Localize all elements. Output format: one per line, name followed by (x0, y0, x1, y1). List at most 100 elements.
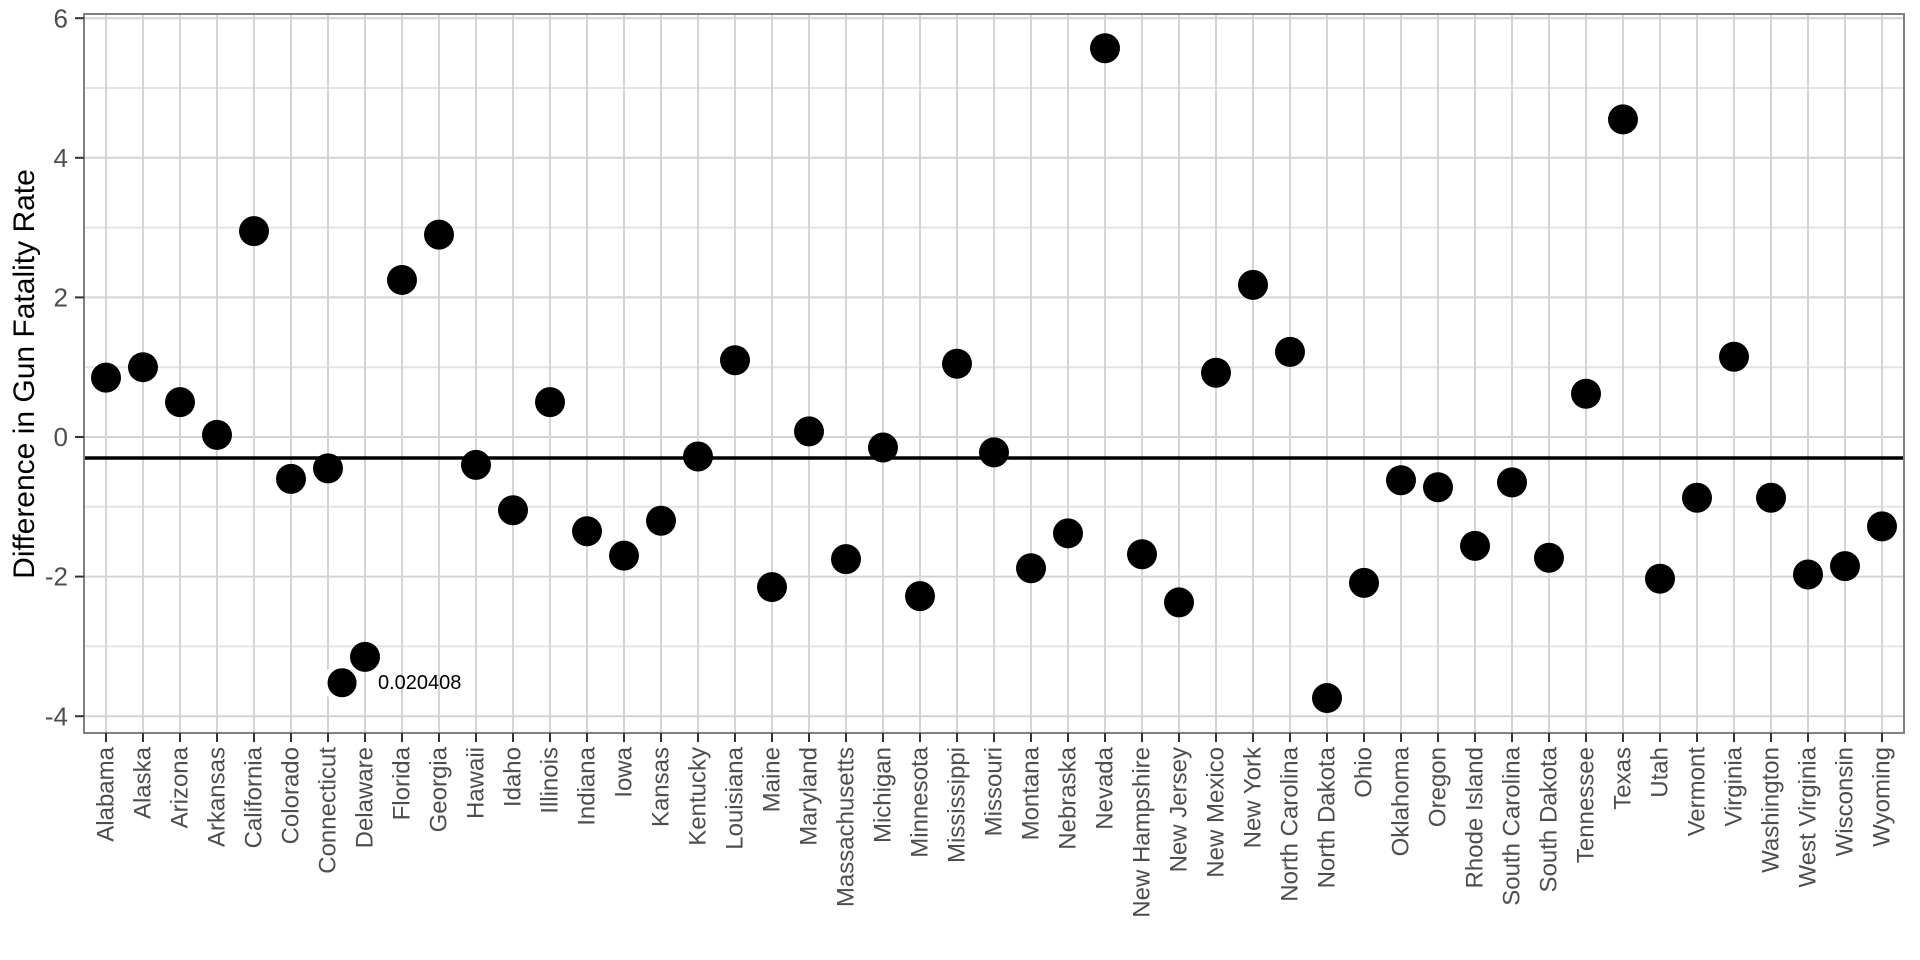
data-point-georgia (424, 219, 454, 250)
data-point-missouri (979, 437, 1009, 468)
y-tick-label: 2 (54, 283, 68, 313)
x-axis-label-iowa: Iowa (611, 746, 638, 797)
data-point-idaho (498, 495, 528, 526)
data-point-vermont (1682, 482, 1712, 513)
data-point-indiana (572, 516, 602, 547)
x-axis-label-alaska: Alaska (130, 746, 157, 819)
data-point-utah (1645, 563, 1675, 594)
x-axis-label-delaware: Delaware (352, 747, 379, 848)
data-point-iowa (609, 540, 639, 571)
data-point-north-dakota (1312, 683, 1342, 714)
x-axis-label-maryland: Maryland (796, 747, 823, 846)
x-axis-label-georgia: Georgia (426, 746, 453, 832)
y-tick-label: -2 (45, 562, 68, 592)
x-axis-label-utah: Utah (1647, 747, 1674, 798)
annotation-point (322, 663, 362, 703)
annotation-label: 0.020408 (378, 672, 461, 694)
data-point-nevada (1090, 33, 1120, 64)
x-axis-label-illinois: Illinois (537, 747, 564, 814)
x-axis-label-south-dakota: South Dakota (1536, 746, 1563, 892)
x-axis-label-idaho: Idaho (500, 747, 527, 807)
x-axis-label-colorado: Colorado (278, 747, 305, 844)
data-point-kansas (646, 505, 676, 536)
data-point-arkansas (202, 419, 232, 450)
x-axis-label-wyoming: Wyoming (1869, 747, 1896, 847)
data-point-south-dakota (1534, 542, 1564, 573)
x-axis-label-north-dakota: North Dakota (1314, 746, 1341, 888)
y-tick-label: 6 (54, 3, 68, 33)
x-axis-label-arizona: Arizona (167, 746, 194, 828)
data-points-layer (91, 33, 1897, 714)
data-point-new-york (1238, 269, 1268, 300)
x-axis-label-maine: Maine (759, 747, 786, 812)
x-axis-label-louisiana: Louisiana (722, 746, 749, 849)
data-point-oklahoma (1386, 465, 1416, 496)
x-axis-label-vermont: Vermont (1684, 747, 1711, 837)
x-axis-label-florida: Florida (389, 746, 416, 820)
y-tick-label: 4 (54, 143, 68, 173)
x-axis-label-hawaii: Hawaii (463, 747, 490, 819)
data-point-nebraska (1053, 518, 1083, 549)
x-axis-label-nevada: Nevada (1092, 746, 1119, 829)
data-point-colorado (276, 463, 306, 494)
data-point-new-hampshire (1127, 539, 1157, 570)
x-axis-label-texas: Texas (1610, 747, 1637, 810)
x-axis-label-montana: Montana (1018, 746, 1045, 840)
data-point-oregon (1423, 472, 1453, 503)
data-point-ohio (1349, 567, 1379, 598)
data-point-connecticut (313, 453, 343, 484)
x-axis-label-oklahoma: Oklahoma (1388, 746, 1415, 856)
data-point-maryland (794, 416, 824, 447)
data-point-michigan (868, 432, 898, 463)
data-point-washington (1756, 482, 1786, 513)
x-axis-label-kentucky: Kentucky (685, 747, 712, 846)
data-point-massachusetts (831, 544, 861, 575)
data-point-maine (757, 572, 787, 603)
data-point-florida (387, 264, 417, 295)
x-axis-label-oregon: Oregon (1425, 747, 1452, 827)
x-axis-label-arkansas: Arkansas (204, 747, 231, 847)
y-axis-title: Difference in Gun Fatality Rate (8, 169, 41, 579)
data-point-alabama (91, 362, 121, 393)
x-axis-label-north-carolina: North Carolina (1277, 746, 1304, 901)
x-axis-label-indiana: Indiana (574, 746, 601, 825)
data-point-wisconsin (1830, 551, 1860, 582)
data-point-virginia (1719, 341, 1749, 372)
x-axis-label-south-carolina: South Carolina (1499, 746, 1526, 905)
axes-layer: 6 4 2 0 -2 -4 Alabama Alaska Arizona Arkansas Cali… (45, 3, 1905, 918)
x-axis-label-virginia: Virginia (1721, 746, 1748, 826)
data-point-west-virginia (1793, 559, 1823, 590)
x-axis-label-west-virginia: West Virginia (1795, 746, 1822, 887)
x-axis-label-massachusetts: Massachusetts (833, 747, 860, 907)
x-axis-label-washington: Washington (1758, 747, 1785, 873)
data-point-new-jersey (1164, 587, 1194, 618)
annotation-layer (322, 663, 362, 703)
data-point-illinois (535, 387, 565, 418)
y-tick-label: -4 (45, 701, 68, 731)
data-point-wyoming (1867, 511, 1897, 542)
x-axis-label-tennessee: Tennessee (1573, 747, 1600, 863)
data-point-california (239, 216, 269, 247)
data-point-minnesota (905, 581, 935, 612)
data-point-new-mexico (1201, 357, 1231, 388)
x-axis-label-new-hampshire: New Hampshire (1129, 747, 1156, 918)
data-point-rhode-island (1460, 530, 1490, 561)
x-axis-label-connecticut: Connecticut (315, 747, 342, 874)
x-axis-label-new-york: New York (1240, 746, 1267, 848)
x-axis-label-wisconsin: Wisconsin (1832, 747, 1859, 856)
y-tick-label: 0 (54, 422, 68, 452)
x-axis-label-minnesota: Minnesota (907, 746, 934, 857)
data-point-arizona (165, 387, 195, 418)
data-point-texas (1608, 104, 1638, 135)
x-axis-label-kansas: Kansas (648, 747, 675, 827)
data-point-montana (1016, 553, 1046, 584)
x-axis-label-missouri: Missouri (981, 747, 1008, 836)
data-point-alaska (128, 352, 158, 383)
data-point-delaware (350, 641, 380, 672)
x-axis-label-ohio: Ohio (1351, 747, 1378, 798)
x-axis-label-alabama: Alabama (93, 746, 120, 841)
data-point-tennessee (1571, 378, 1601, 409)
x-axis-label-nebraska: Nebraska (1055, 746, 1082, 849)
